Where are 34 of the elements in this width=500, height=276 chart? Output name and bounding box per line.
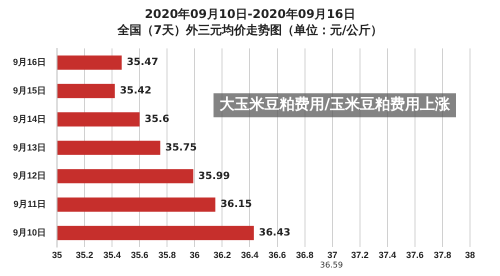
x-tick-label: 37.2 [351, 250, 369, 260]
x-tick-label: 36.4 [240, 250, 259, 260]
data-label: 36.15 [220, 199, 252, 210]
data-label: 35.99 [198, 170, 230, 182]
y-tick-label: 9月10日 [12, 227, 46, 238]
x-tick-label: 35.8 [158, 250, 176, 260]
y-tick-label: 9月12日 [12, 170, 46, 181]
data-label: 35.42 [120, 86, 152, 97]
y-tick-label: 9月15日 [12, 85, 46, 96]
x-tick-label: 35 [52, 250, 62, 260]
x-tick-label: 36.8 [296, 250, 314, 260]
x-tick-label: 36 [190, 250, 200, 260]
text: 36.59 [320, 260, 343, 270]
chart-subtitle: 全国（7天）外三元均价走势图（单位：元/公斤） [116, 22, 384, 39]
annotation: 大玉米豆粕费用/玉米豆粕费用上涨 [220, 95, 451, 114]
y-tick-label: 9月11日 [13, 199, 46, 210]
x-tick-label: 36.6 [268, 250, 286, 260]
x-tick-label: 37.4 [378, 250, 396, 260]
y-tick-label: 9月13日 [12, 142, 46, 152]
data-label: 35.75 [165, 142, 197, 154]
x-tick-label: 38 [464, 250, 476, 260]
x-tick-label: 35.4 [103, 250, 121, 260]
x-tick-label: 37.8 [434, 250, 452, 260]
x-tick-label: 37.6 [406, 250, 424, 260]
x-tick-label: 37 [327, 250, 338, 260]
x-tick-label: 35.2 [76, 250, 94, 260]
chart-title: 2020年09月10日-2020年09月16日 [144, 6, 356, 23]
x-tick-label: 35.6 [130, 250, 148, 260]
y-tick-label: 9月16日 [12, 57, 46, 68]
x-tick-label: 36.2 [213, 250, 231, 260]
data-label: 35.6 [144, 114, 170, 125]
y-tick-label: 9月14日 [12, 114, 46, 124]
data-label: 35.47 [126, 57, 158, 68]
data-label: 36.43 [258, 228, 291, 239]
